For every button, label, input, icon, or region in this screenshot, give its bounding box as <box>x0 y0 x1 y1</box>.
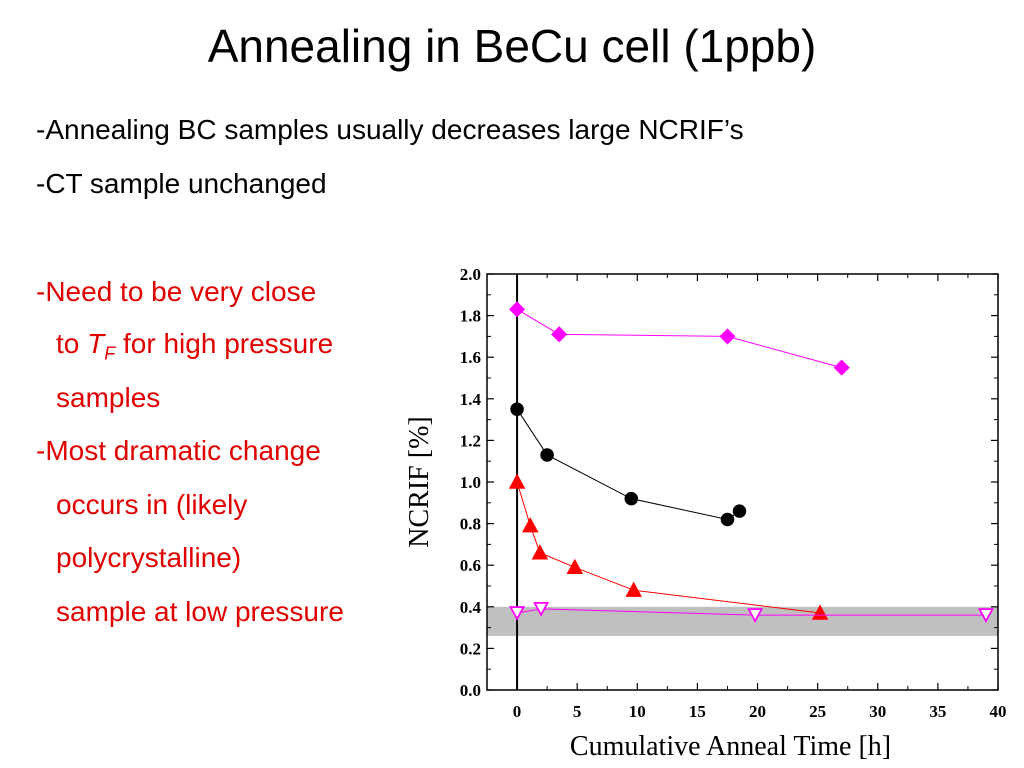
note-line-3: samples <box>56 382 161 413</box>
y-tick-label: 0.0 <box>460 681 481 700</box>
y-tick-label: 1.2 <box>460 431 481 450</box>
series-0-point <box>551 326 568 343</box>
series-2-point <box>531 544 549 560</box>
y-axis-title: NCRIF [%] <box>404 416 435 547</box>
note-line-4: -Most dramatic change <box>36 435 321 466</box>
y-tick-label: 0.2 <box>460 639 481 658</box>
y-tick-label: 1.6 <box>460 348 481 367</box>
series-1-point <box>720 512 735 527</box>
series-3-point <box>509 606 526 621</box>
slide-title: Annealing in BeCu cell (1ppb) <box>207 20 817 72</box>
series-1-point <box>510 402 524 416</box>
series-2-point <box>508 473 526 489</box>
series-0-line <box>516 308 842 369</box>
note-line-6: polycrystalline) <box>56 542 242 573</box>
series-3-point <box>747 608 764 624</box>
note-line-2-post: for high pressure <box>115 328 334 359</box>
x-tick-label: 5 <box>573 702 582 721</box>
series-2-point <box>811 604 829 620</box>
y-tick-label: 1.0 <box>460 473 481 492</box>
series-2-point <box>566 558 584 575</box>
y-tick-label: 1.8 <box>460 307 481 326</box>
tf-symbol: T <box>87 328 105 359</box>
series-3-point <box>977 608 994 624</box>
x-tick-label: 0 <box>513 702 522 721</box>
series-1-point <box>624 491 639 506</box>
x-tick-label: 30 <box>869 702 886 721</box>
note-line-1: -Need to be very close <box>36 276 317 307</box>
y-tick-label: 2.0 <box>460 265 481 284</box>
bullet-ct-sample: -CT sample unchanged <box>36 168 327 199</box>
x-tick-label: 35 <box>929 702 946 721</box>
x-tick-label: 15 <box>689 702 706 721</box>
series-2-line <box>516 481 821 614</box>
x-tick-label: 10 <box>629 702 646 721</box>
x-tick-label: 25 <box>809 702 826 721</box>
series-0-point <box>719 328 736 345</box>
series-1-point <box>732 504 747 518</box>
tf-subscript: F <box>104 343 116 364</box>
y-tick-label: 0.6 <box>460 556 481 575</box>
shaded-band <box>487 606 998 636</box>
series-2-point <box>625 581 642 597</box>
y-tick-label: 0.8 <box>460 515 481 534</box>
x-tick-label: 40 <box>990 702 1007 721</box>
series-3-line <box>516 608 986 616</box>
y-tick-label: 0.4 <box>460 598 482 617</box>
x-axis-title: Cumulative Anneal Time [h] <box>570 731 891 762</box>
series-2-point <box>522 517 539 533</box>
y-tick-label: 1.4 <box>460 390 482 409</box>
note-line-2: to TF for high pressure <box>56 328 333 365</box>
note-line-2-pre: to <box>56 328 88 359</box>
series-0-point <box>833 359 850 376</box>
series-0-point <box>508 301 526 318</box>
series-1-point <box>540 448 554 462</box>
note-line-5: occurs in (likely <box>56 489 248 520</box>
x-tick-label: 20 <box>749 702 766 721</box>
series-3-point <box>533 601 550 617</box>
note-line-7: sample at low pressure <box>56 596 344 627</box>
bullet-annealing: -Annealing BC samples usually decreases … <box>36 114 744 145</box>
